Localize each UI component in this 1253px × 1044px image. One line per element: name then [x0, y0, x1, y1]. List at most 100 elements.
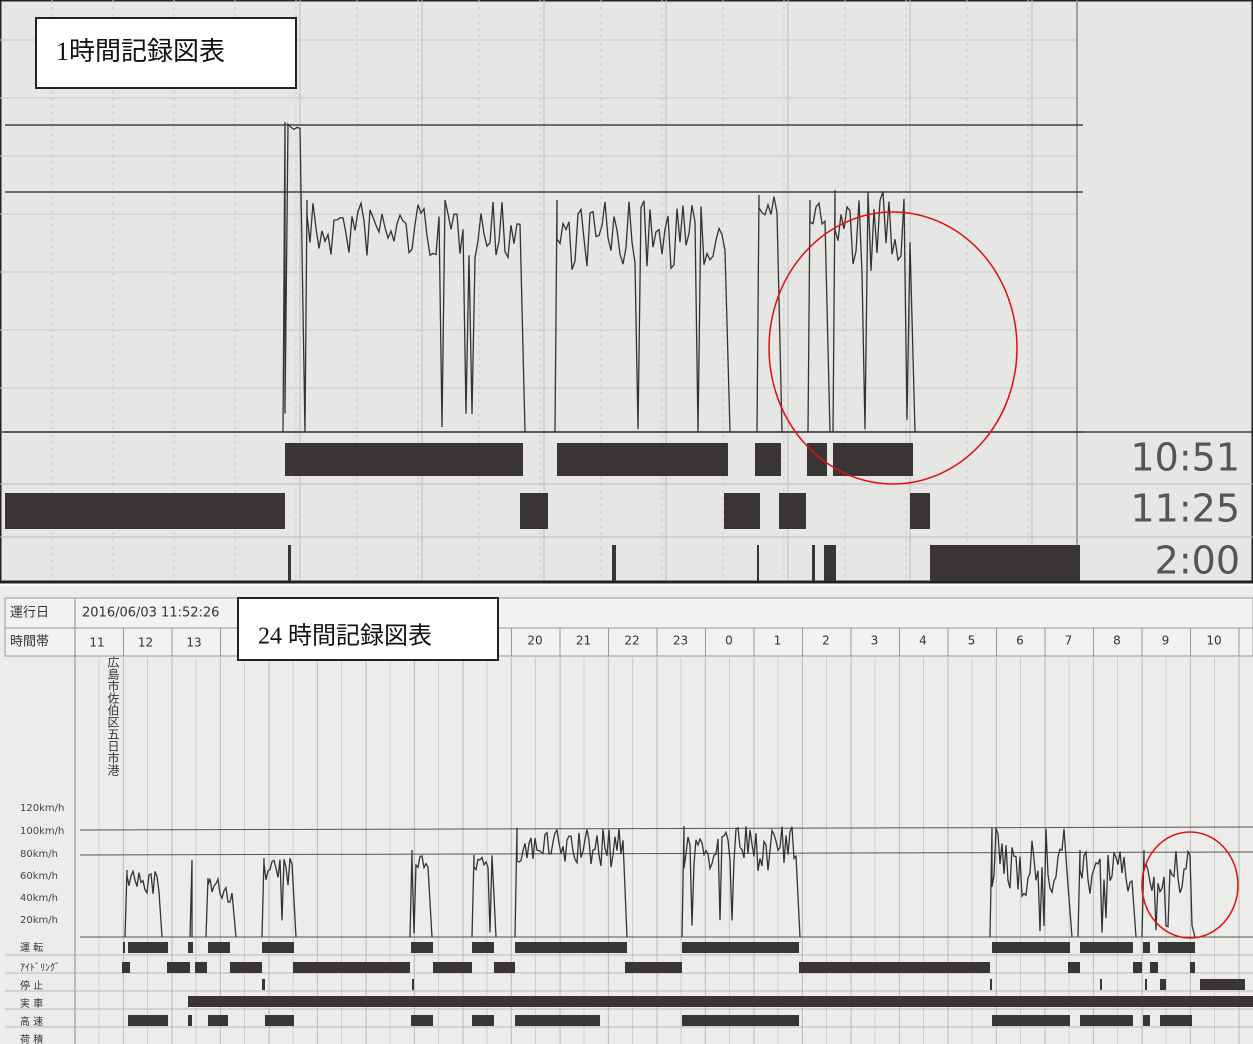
status-bar [230, 962, 262, 973]
status-bar [262, 979, 265, 990]
status-bar [472, 1015, 494, 1026]
status-bar [799, 962, 990, 973]
status-bar [293, 962, 410, 973]
status-bar [262, 942, 294, 953]
speed-label: 100km/h [20, 826, 64, 837]
status-bar [188, 1015, 192, 1026]
hour-tick-label: 3 [871, 634, 879, 648]
hour-tick-label: 6 [1016, 634, 1024, 648]
status-bar [515, 942, 627, 953]
speed-label: 80km/h [20, 849, 58, 860]
status-bar [208, 1015, 228, 1026]
status-bar [1200, 979, 1245, 990]
page: 1時間記録図表 10:51 11:25 2:00 111213202122230… [0, 0, 1253, 1044]
hour-tick-label: 22 [624, 634, 639, 648]
row-label: 運 転 [20, 942, 43, 954]
speed-label: 20km/h [20, 915, 58, 926]
status-bar [557, 443, 728, 476]
status-bar [123, 942, 125, 953]
hour-tick-label: 7 [1065, 634, 1073, 648]
row-label: 高 速 [20, 1015, 43, 1028]
hour-tick-label: 23 [673, 634, 688, 648]
bottom-title: 24 時間記録図表 [258, 623, 432, 650]
date: 2016/06/03 11:52:26 [82, 606, 219, 621]
time-label: 2:00 [1155, 539, 1240, 583]
hour-tick-label: 11 [89, 636, 104, 650]
status-bar [1143, 1015, 1150, 1026]
hour-tick-label: 10 [1206, 634, 1221, 648]
hour-tick-label: 5 [968, 634, 976, 648]
speed-label: 40km/h [20, 893, 58, 904]
status-bar [930, 545, 1080, 581]
status-bar [520, 493, 548, 529]
status-bar [612, 545, 616, 581]
hour-tick-label: 0 [725, 634, 733, 648]
hour-tick-label: 4 [919, 634, 927, 648]
status-bar [1100, 979, 1102, 990]
status-bar [910, 493, 930, 529]
status-bar [412, 979, 414, 990]
status-bar [779, 493, 806, 529]
status-bar [757, 545, 759, 581]
hour-tick-label: 9 [1162, 634, 1170, 648]
speed-label: 60km/h [20, 871, 58, 882]
row-label: 実 車 [20, 997, 43, 1010]
status-bar [1160, 1015, 1192, 1026]
status-bar [1080, 1015, 1133, 1026]
status-bar [288, 545, 291, 581]
status-bar [128, 1015, 168, 1026]
status-bar [411, 942, 433, 953]
status-bar [411, 1015, 433, 1026]
status-bar [1133, 962, 1142, 973]
status-bar [265, 1015, 294, 1026]
status-bar [1160, 979, 1166, 990]
status-bar [188, 996, 1253, 1007]
hour-label: 時間帯 [10, 635, 49, 650]
status-bar [682, 1015, 799, 1026]
time-label: 10:51 [1130, 436, 1240, 480]
status-bar [494, 962, 515, 973]
top-title: 1時間記録図表 [56, 37, 225, 66]
status-bar [5, 493, 285, 529]
status-bar [285, 443, 523, 476]
status-bar [625, 962, 682, 973]
status-bar [812, 545, 815, 581]
status-bar [167, 962, 190, 973]
status-bar [1150, 962, 1158, 973]
status-bar [128, 942, 168, 953]
status-bar [992, 942, 1070, 953]
status-bar [755, 443, 781, 476]
status-bar [1190, 962, 1195, 973]
status-bar [990, 979, 992, 990]
status-bar [515, 1015, 600, 1026]
status-bar [824, 545, 836, 581]
row-label: ｱｲﾄﾞﾘﾝｸﾞ [20, 962, 60, 974]
status-bar [724, 493, 760, 529]
hour-tick-label: 8 [1113, 634, 1121, 648]
status-bar [807, 443, 827, 476]
hour-tick-label: 13 [186, 636, 201, 650]
hour-tick-label: 12 [138, 636, 153, 650]
status-bar [188, 942, 193, 953]
row-label: 荷 積 [20, 1033, 43, 1044]
status-bar [195, 962, 207, 973]
status-bar [1158, 942, 1195, 953]
status-bar [472, 942, 494, 953]
status-bar [833, 443, 913, 476]
hour-tick-label: 21 [576, 634, 591, 648]
speed-label: 120km/h [20, 803, 64, 814]
hour-tick-label: 20 [527, 634, 542, 648]
hour-tick-label: 2 [822, 634, 830, 648]
status-bar [1068, 962, 1080, 973]
status-bar [1080, 942, 1133, 953]
status-bar [122, 962, 130, 973]
status-bar [433, 962, 472, 973]
status-bar [208, 942, 230, 953]
status-bar [1143, 942, 1150, 953]
location: 広島市佐伯区五日市港 [106, 656, 120, 776]
status-bar [992, 1015, 1070, 1026]
date-label: 運行日 [10, 606, 49, 621]
hour-tick-label: 1 [774, 634, 782, 648]
time-label: 11:25 [1130, 487, 1240, 531]
row-label: 停 止 [20, 979, 43, 992]
